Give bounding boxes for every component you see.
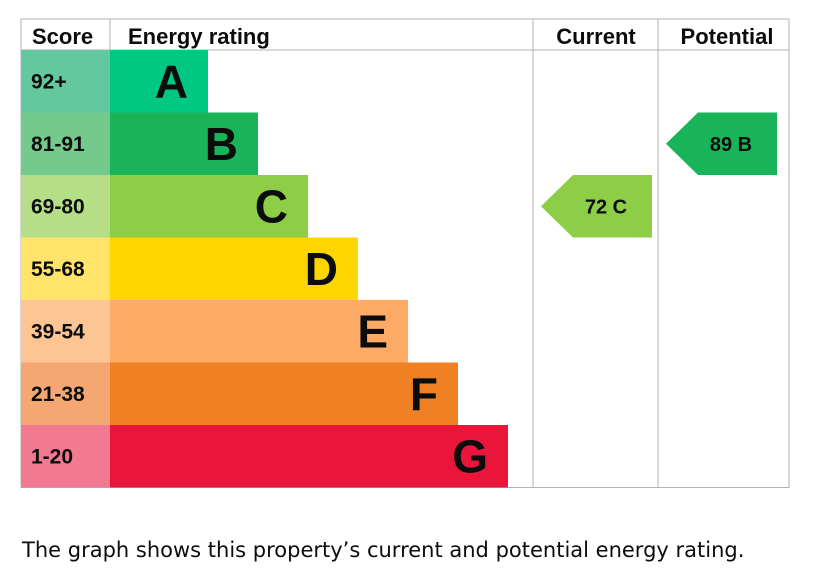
score-cell-f [21, 362, 110, 425]
current-rating-label: 72 C [585, 196, 627, 218]
score-label-c: 69-80 [31, 195, 85, 218]
current-rating-arrow [541, 175, 652, 238]
band-bar-g [110, 425, 508, 488]
score-cell-b [21, 112, 110, 175]
header-current: Current [556, 24, 636, 49]
band-bar-d [110, 237, 358, 300]
band-letter-g: G [452, 430, 488, 482]
header-score: Score [32, 24, 93, 49]
band-letter-e: E [357, 305, 388, 357]
potential-rating-label: 89 B [710, 134, 752, 156]
band-letter-f: F [410, 368, 438, 420]
band-bar-b [110, 112, 258, 175]
score-label-a: 92+ [31, 70, 67, 93]
score-label-g: 1-20 [31, 445, 73, 468]
band-letter-c: C [255, 180, 288, 232]
band-letter-b: B [205, 118, 238, 170]
score-label-f: 21-38 [31, 383, 85, 406]
score-label-d: 55-68 [31, 258, 85, 281]
band-bar-e [110, 300, 408, 363]
band-letter-d: D [305, 243, 338, 295]
band-letter-a: A [155, 55, 188, 107]
potential-rating-arrow [666, 112, 777, 175]
header-row: Score Energy rating Current Potential [32, 24, 773, 49]
band-bar-c [110, 175, 308, 238]
score-label-e: 39-54 [31, 320, 85, 343]
energy-rating-chart: 92+ A81-91 B69-80 C55-68 D39-54 E21-38 F1-20 G … [20, 18, 790, 488]
header-energy-rating: Energy rating [128, 24, 270, 49]
score-cell-g [21, 425, 110, 488]
band-bar-a [110, 50, 208, 113]
score-cell-a [21, 50, 110, 113]
score-cell-c [21, 175, 110, 238]
header-potential: Potential [681, 24, 774, 49]
chart-caption: The graph shows this property’s current … [22, 538, 745, 562]
score-label-b: 81-91 [31, 133, 85, 156]
band-bar-f [110, 362, 458, 425]
rating-bands: 92+ A 81-91 B 69-80 C 55-68 D 39-54 E 21-38 F 1-20 G [21, 50, 508, 488]
score-cell-e [21, 300, 110, 363]
score-cell-d [21, 237, 110, 300]
rating-arrows: 72 C 89 B [541, 112, 777, 238]
